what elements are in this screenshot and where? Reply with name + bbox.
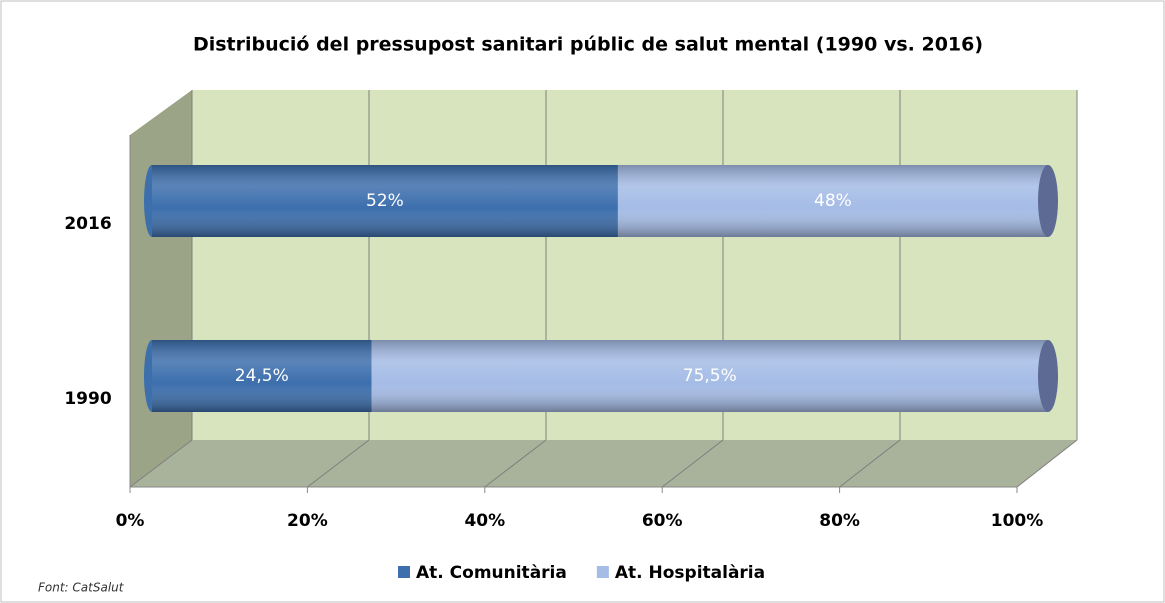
x-tick-label: 0% bbox=[116, 511, 145, 531]
legend-swatch bbox=[398, 566, 410, 578]
bar-cap bbox=[1038, 340, 1058, 412]
grid-line bbox=[1016, 439, 1078, 488]
bar-cap bbox=[1038, 165, 1058, 237]
y-tick-label: 1990 bbox=[64, 389, 111, 409]
x-tick-label: 20% bbox=[287, 511, 328, 531]
chart-title: Distribució del pressupost sanitari públ… bbox=[193, 34, 983, 56]
x-tick-label: 80% bbox=[819, 511, 860, 531]
grid-line bbox=[839, 439, 901, 488]
legend-label: At. Comunitària bbox=[416, 563, 567, 583]
x-tick-label: 100% bbox=[991, 511, 1044, 531]
side-wall bbox=[130, 90, 192, 487]
grid-line bbox=[307, 439, 370, 488]
data-label: 24,5% bbox=[235, 366, 289, 386]
data-label: 75,5% bbox=[683, 366, 737, 386]
source-note: Font: CatSalut bbox=[38, 581, 125, 595]
grid-line bbox=[129, 439, 193, 488]
data-label: 48% bbox=[814, 191, 852, 211]
data-label: 52% bbox=[366, 191, 404, 211]
x-tick-label: 40% bbox=[464, 511, 505, 531]
floor bbox=[130, 440, 1077, 487]
grid-line bbox=[661, 439, 724, 488]
grid-line bbox=[484, 439, 547, 488]
legend-swatch bbox=[596, 566, 609, 578]
y-tick-label: 2016 bbox=[64, 214, 111, 234]
legend-label: At. Hospitalària bbox=[615, 563, 765, 583]
x-tick-label: 60% bbox=[642, 511, 683, 531]
